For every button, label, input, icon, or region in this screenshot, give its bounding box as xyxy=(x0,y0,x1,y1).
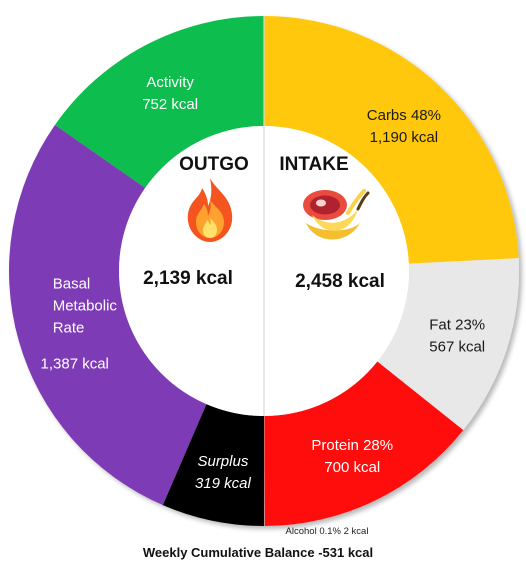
intake-total: 2,458 kcal xyxy=(295,271,385,292)
intake-label-protein: Protein 28% 700 kcal xyxy=(311,437,393,476)
segment-labels: Carbs 48% 1,190 kcal Fat 23% 567 kcal Protei… xyxy=(41,74,486,492)
outgo-total: 2,139 kcal xyxy=(143,268,233,289)
outgo-segment-surplus xyxy=(162,404,264,526)
outgo-segment-basal-metabolic-rate xyxy=(9,124,207,506)
outgo-label-basal-metabolic-rate: Basal Metabolic Rate 1,387 kcal xyxy=(41,275,118,372)
alcohol-note: Alcohol 0.1% 2 kcal xyxy=(286,526,369,537)
intake-title: INTAKE xyxy=(279,154,348,175)
intake-label-carbs: Carbs 48% 1,190 kcal xyxy=(367,107,441,146)
outgo-label-surplus: Surplus 319 kcal xyxy=(195,453,252,492)
flame-icon xyxy=(187,178,233,242)
intake-label-fat: Fat 23% 567 kcal xyxy=(429,316,485,355)
steak-and-banana-icon xyxy=(303,189,370,240)
intake-segment-carbs xyxy=(264,16,519,264)
chart-footer: Weekly Cumulative Balance -531 kcal xyxy=(143,545,373,560)
donut-ring xyxy=(9,16,519,526)
intake-segment-fat xyxy=(377,258,519,431)
outgo-segment-activity xyxy=(54,16,265,188)
intake-segment-protein xyxy=(264,361,464,526)
outgo-title: OUTGO xyxy=(179,154,249,175)
intake-segment-alcohol xyxy=(264,415,265,526)
outgo-label-activity: Activity 752 kcal xyxy=(142,74,198,113)
